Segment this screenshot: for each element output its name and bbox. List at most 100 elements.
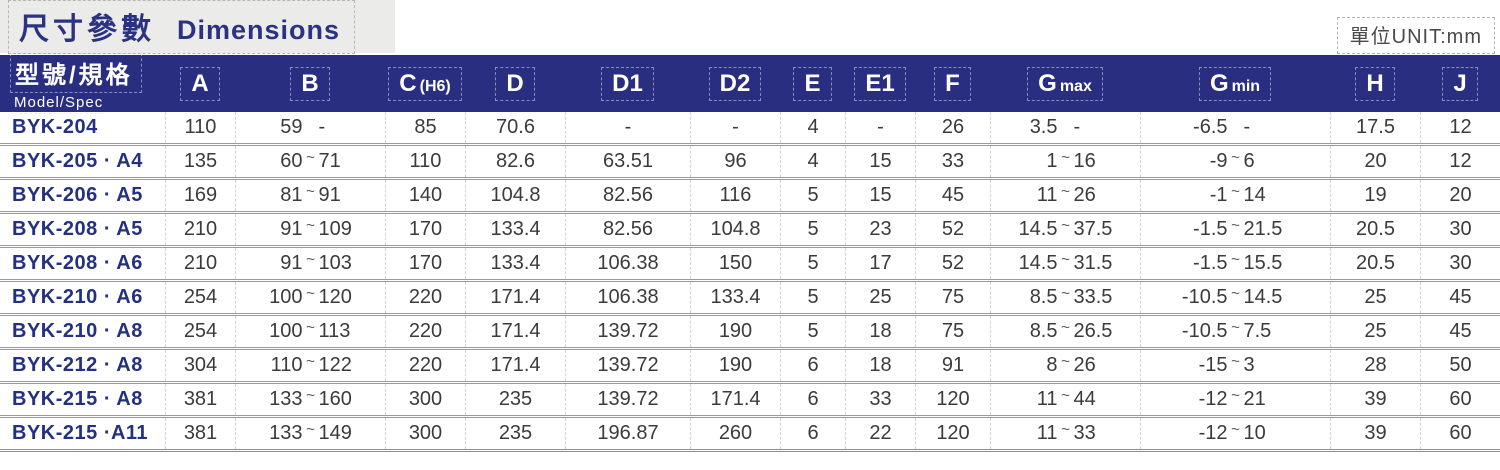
range-max: 44 bbox=[1073, 388, 1096, 410]
table-body: BYK-204 110 59-85 70.6- -4-26 3.5- -6.5-17.5 12… bbox=[0, 112, 1500, 452]
value-cell: 18 bbox=[845, 316, 915, 347]
value-range-cell: -6.5- bbox=[1140, 112, 1330, 143]
range-tilde: ~ bbox=[1061, 421, 1070, 438]
model-name: BYK-208 · A6 bbox=[12, 252, 143, 274]
value-cell: 52 bbox=[915, 248, 990, 279]
value-cell: 140 bbox=[385, 180, 465, 211]
value-cell: 190 bbox=[690, 350, 780, 381]
value-cell: 196.87 bbox=[565, 418, 690, 449]
value-cell: 106.38 bbox=[565, 282, 690, 313]
value-cell: 6 bbox=[780, 418, 845, 449]
value-cell: 254 bbox=[165, 282, 235, 313]
value-range-cell: -10.5 ~14.5 bbox=[1140, 282, 1330, 313]
value-cell: 25 bbox=[845, 282, 915, 313]
column-header-d2: D2 bbox=[690, 55, 780, 112]
value-cell: 171.4 bbox=[465, 282, 565, 313]
value-range-cell: -1.5 ~21.5 bbox=[1140, 214, 1330, 245]
value-cell: 220 bbox=[385, 350, 465, 381]
range-min: -1.5 bbox=[1193, 218, 1228, 240]
value-cell: 25 bbox=[1330, 282, 1420, 313]
value-cell: 5 bbox=[780, 316, 845, 347]
range-min: 14.5 bbox=[1018, 218, 1058, 240]
value-cell: 170 bbox=[385, 214, 465, 245]
model-name: BYK-208 · A5 bbox=[12, 218, 143, 240]
range-max: 160 bbox=[318, 388, 352, 410]
range-max: 71 bbox=[318, 150, 341, 172]
model-name: BYK-215 ·A11 bbox=[12, 422, 149, 444]
value-cell: 33 bbox=[915, 146, 990, 177]
range-min: -9 bbox=[1209, 150, 1228, 172]
value-cell: - bbox=[565, 112, 690, 143]
table-row: BYK-210 · A8 254 100 ~113 220 171.4 139.72 190 5… bbox=[0, 313, 1500, 347]
value-cell: 381 bbox=[165, 384, 235, 415]
range-min: 91 bbox=[280, 218, 303, 240]
range-min: 1 bbox=[1046, 150, 1058, 172]
value-cell: 25 bbox=[1330, 316, 1420, 347]
range-min: -6.5 bbox=[1193, 116, 1228, 138]
value-cell: 139.72 bbox=[565, 350, 690, 381]
column-header-label: F bbox=[934, 66, 971, 101]
table-row: BYK-215 ·A11 381 133 ~149 300 235 196.87 260 6 22… bbox=[0, 415, 1500, 449]
value-range-cell: -1.5 ~15.5 bbox=[1140, 248, 1330, 279]
range-tilde: ~ bbox=[1061, 251, 1070, 268]
column-header-e: E bbox=[780, 55, 845, 112]
range-tilde: ~ bbox=[1231, 285, 1240, 302]
value-cell: 23 bbox=[845, 214, 915, 245]
range-max: 33 bbox=[1073, 422, 1096, 444]
value-cell: 235 bbox=[465, 418, 565, 449]
range-min: -1 bbox=[1209, 184, 1228, 206]
range-max: 31.5 bbox=[1073, 252, 1113, 274]
value-cell: 304 bbox=[165, 350, 235, 381]
range-min: -12 bbox=[1198, 422, 1228, 444]
range-max: 10 bbox=[1243, 422, 1266, 444]
range-min: 100 bbox=[269, 320, 303, 342]
range-min: 110 bbox=[270, 354, 303, 376]
top-bar: 尺寸參數 Dimensions 單位UNIT:mm bbox=[0, 0, 1500, 55]
value-cell: 15 bbox=[845, 146, 915, 177]
value-cell: 139.72 bbox=[565, 384, 690, 415]
value-cell: 135 bbox=[165, 146, 235, 177]
value-cell: 75 bbox=[915, 316, 990, 347]
value-cell: 169 bbox=[165, 180, 235, 211]
value-cell: 82.56 bbox=[565, 214, 690, 245]
column-header-label: A bbox=[180, 66, 220, 101]
value-range-cell: -12 ~21 bbox=[1140, 384, 1330, 415]
range-min: 11 bbox=[1036, 184, 1058, 206]
column-header-model-zh: 型號/規格 bbox=[10, 53, 142, 93]
value-range-cell: 8.5 ~26.5 bbox=[990, 316, 1140, 347]
range-max: 21.5 bbox=[1243, 218, 1283, 240]
value-cell: 110 bbox=[165, 112, 235, 143]
range-max: 122 bbox=[318, 354, 352, 376]
value-cell: 20.5 bbox=[1330, 248, 1420, 279]
value-cell: 104.8 bbox=[690, 214, 780, 245]
value-cell: 85 bbox=[385, 112, 465, 143]
value-cell: 5 bbox=[780, 248, 845, 279]
value-range-cell: 133 ~149 bbox=[235, 418, 385, 449]
value-range-cell: 60 ~71 bbox=[235, 146, 385, 177]
column-header-label: D2 bbox=[708, 66, 762, 101]
model-name: BYK-204 bbox=[12, 116, 98, 138]
value-cell: 70.6 bbox=[465, 112, 565, 143]
value-cell: 20.5 bbox=[1330, 214, 1420, 245]
value-range-cell: 91 ~103 bbox=[235, 248, 385, 279]
value-cell: 254 bbox=[165, 316, 235, 347]
value-range-cell: 3.5- bbox=[990, 112, 1140, 143]
value-range-cell: 1 ~16 bbox=[990, 146, 1140, 177]
value-cell: 20 bbox=[1330, 146, 1420, 177]
value-cell: 104.8 bbox=[465, 180, 565, 211]
range-tilde: ~ bbox=[306, 319, 315, 336]
value-cell: 210 bbox=[165, 248, 235, 279]
table-row: BYK-204 110 59-85 70.6- -4-26 3.5- -6.5-17.5 12 bbox=[0, 112, 1500, 143]
value-cell: 139.72 bbox=[565, 316, 690, 347]
value-cell: 18 bbox=[845, 350, 915, 381]
value-cell: 26 bbox=[915, 112, 990, 143]
value-cell: 12 bbox=[1420, 146, 1500, 177]
table-row: BYK-205 · A4 135 60 ~71 110 82.6 63.51 96 4 15 33 1… bbox=[0, 143, 1500, 177]
column-header-b: B bbox=[235, 55, 385, 112]
value-cell: 96 bbox=[690, 146, 780, 177]
range-tilde: ~ bbox=[306, 149, 315, 166]
range-tilde: ~ bbox=[1061, 319, 1070, 336]
column-header-a: A bbox=[165, 55, 235, 112]
table-row: BYK-210 · A6 254 100 ~120 220 171.4 106.38 133.… bbox=[0, 279, 1500, 313]
